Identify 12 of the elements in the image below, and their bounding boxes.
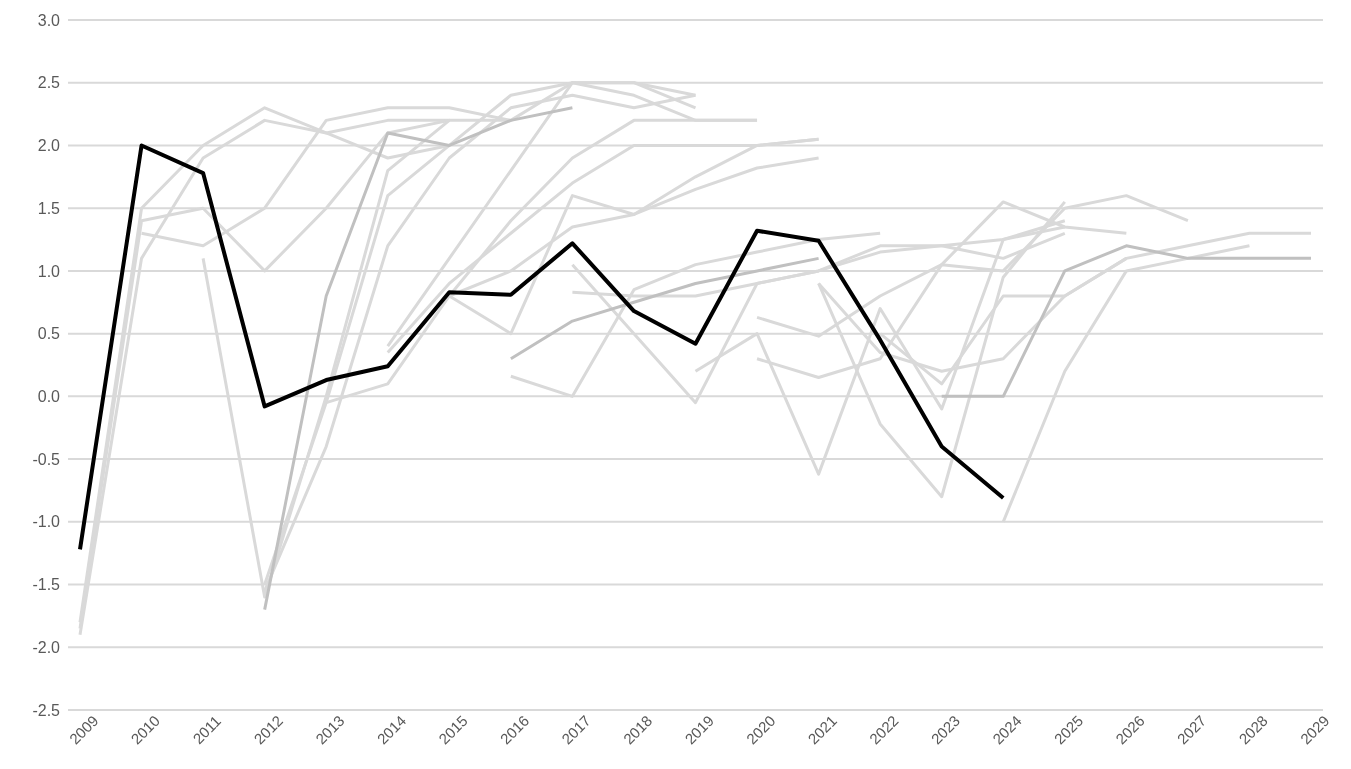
y-tick-label: 1.0	[37, 262, 61, 280]
y-tick-label: 1.5	[37, 199, 61, 217]
y-tick-label: -0.5	[32, 450, 61, 468]
y-tick-label: -2.0	[32, 638, 61, 656]
y-tick-label: -2.5	[32, 701, 61, 719]
y-tick-label: 0.0	[37, 388, 61, 406]
y-tick-label: -1.5	[32, 576, 61, 594]
y-tick-label: 2.0	[37, 137, 61, 155]
y-tick-label: -1.0	[32, 513, 61, 531]
y-tick-label: 0.5	[37, 325, 61, 343]
y-tick-label: 2.5	[37, 74, 61, 92]
y-tick-label: 3.0	[37, 11, 61, 29]
